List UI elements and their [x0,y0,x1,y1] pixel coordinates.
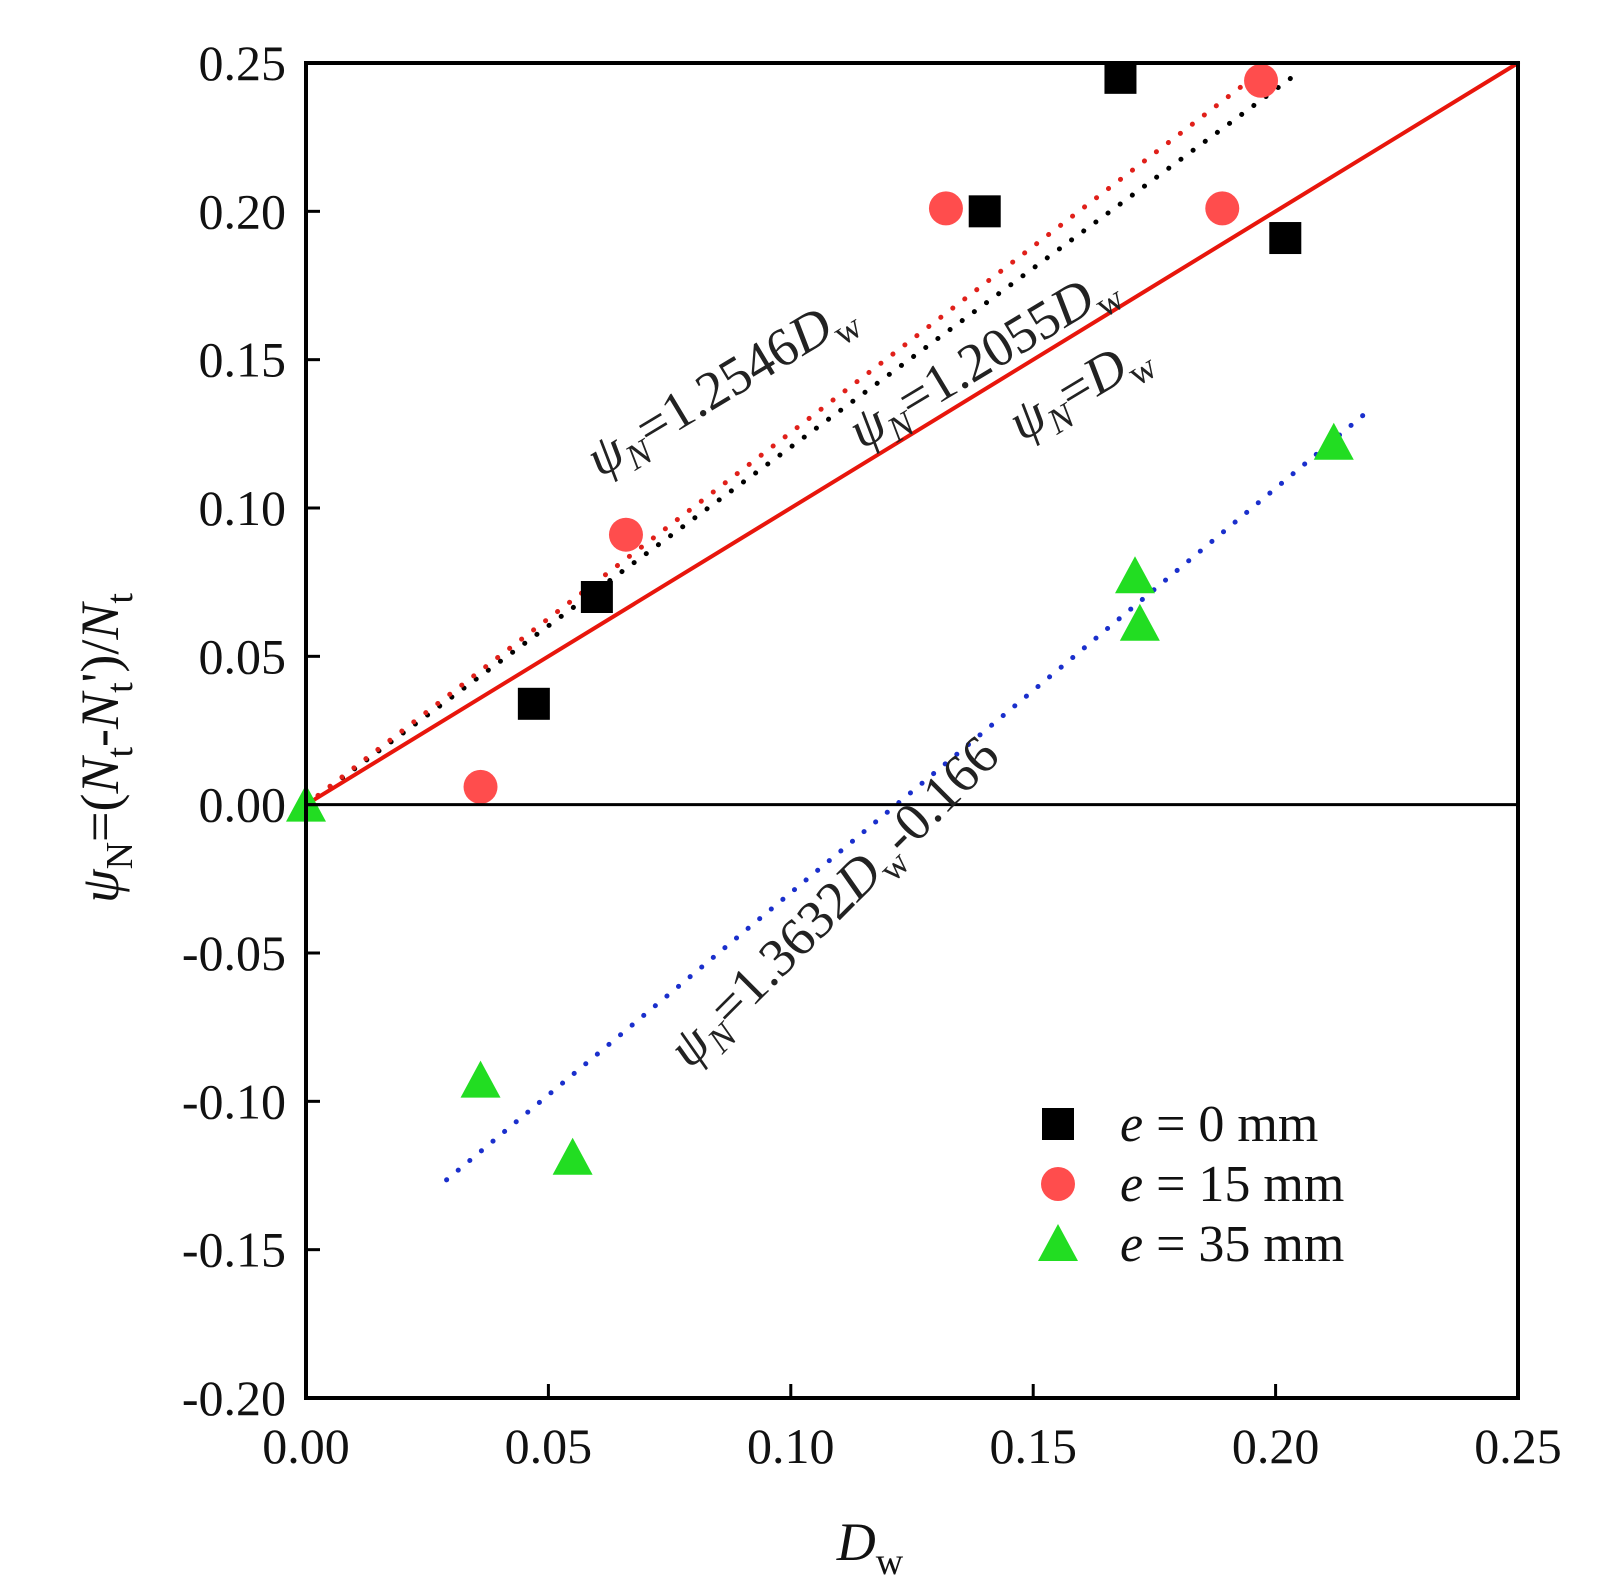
x-axis-label: Dw [836,1512,904,1583]
legend-markers [1038,1108,1078,1261]
legend-marker-circle [1041,1167,1075,1201]
point-circle-1-1 [608,517,643,552]
point-circle-1-4 [1244,63,1279,98]
legend-label-e35: e = 35 mm [1120,1216,1344,1273]
x-tick-label: 0.10 [747,1418,835,1474]
point-triangle-2-4 [1119,603,1160,641]
y-axis-label: ψN=(Nt-Nt')/Nt [70,593,141,903]
y-tick-label: 0.05 [199,628,287,684]
legend-marker-triangle [1038,1224,1078,1261]
x-tick-label: 0.00 [262,1418,350,1474]
point-triangle-2-1 [460,1060,501,1098]
x-tick-label: 0.15 [989,1418,1077,1474]
x-tick-label: 0.20 [1232,1418,1320,1474]
point-square-0-1 [580,581,613,613]
x-tick-label: 0.05 [505,1418,593,1474]
point-circle-1-0 [463,769,498,804]
point-square-0-4 [1269,222,1302,255]
fit-lines [303,61,1520,1183]
y-tick-label: 0.20 [199,183,287,239]
point-square-0-2 [968,195,1001,228]
x-tick-label: 0.25 [1474,1418,1562,1474]
y-tick-label: 0.15 [199,332,287,388]
y-tick-label: 0.00 [199,777,287,833]
point-triangle-2-2 [552,1137,593,1175]
point-triangle-2-3 [1115,556,1156,594]
y-tick-label: 0.25 [199,35,287,91]
axis-ticks: 0.00 0.05 0.10 0.15 0.20 0.25 -0.20 -0.15 -0.10 -… [182,35,1562,1474]
annotation-fit-1-2546: ψN=1.2546Dw [575,282,868,496]
legend-label-e15: e = 15 mm [1120,1156,1344,1213]
y-tick-label: -0.15 [182,1222,286,1278]
y-tick-label: -0.10 [182,1073,286,1129]
legend: e = 0 mm e = 15 mm e = 35 mm [1038,1096,1344,1273]
fit-e0 [303,69,1303,808]
reference-line [304,61,1520,807]
fit-e15 [303,68,1264,808]
legend-marker-square [1042,1108,1074,1140]
y-tick-label: -0.20 [182,1370,286,1426]
point-circle-1-3 [1205,191,1240,226]
y-tick-label: 0.10 [199,480,287,536]
y-tick-label: -0.05 [182,925,286,981]
point-circle-1-2 [928,191,963,226]
legend-label-e0: e = 0 mm [1120,1096,1318,1153]
point-square-0-0 [517,687,550,720]
plot-frame [304,61,1520,1400]
annotation-fit-1-3632: ψN=1.3632Dw-0.166 [656,724,1016,1084]
point-triangle-2-5 [1313,422,1354,460]
data-markers [286,61,1354,1175]
point-square-0-3 [1104,61,1137,94]
